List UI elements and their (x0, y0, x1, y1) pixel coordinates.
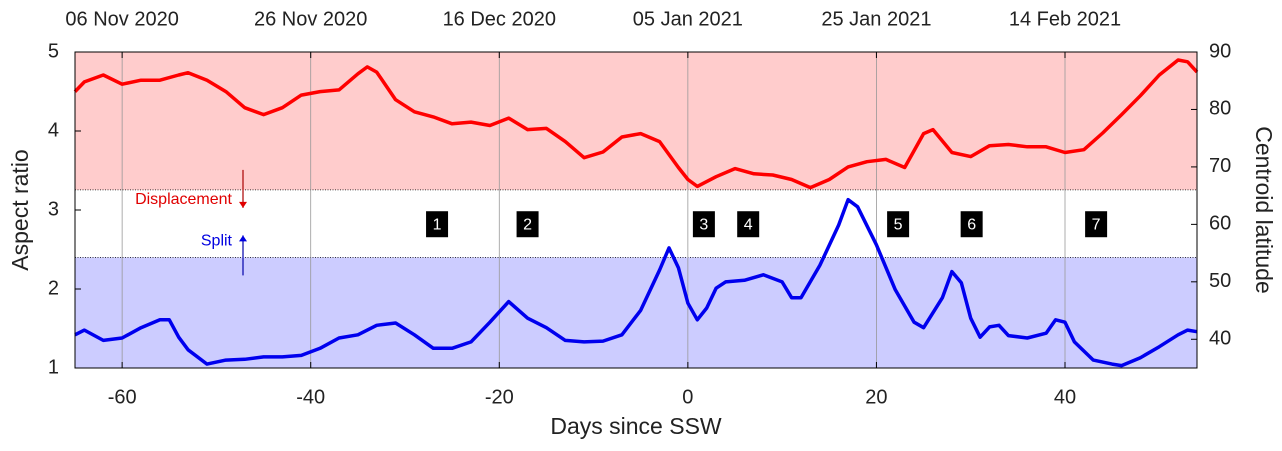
region (75, 257, 1197, 368)
y-axis-label: Aspect ratio (7, 149, 33, 270)
event-box (960, 211, 983, 238)
event-box (516, 211, 539, 238)
event-box (1085, 211, 1108, 238)
series-line (73, 58, 1199, 190)
x-tick-label: -60 (108, 386, 137, 408)
x2-tick-label: 14 Feb 2021 (1009, 8, 1121, 30)
x-tick-label: -40 (296, 386, 325, 408)
event-label: 6 (967, 216, 976, 233)
y-tick-label: 4 (48, 119, 59, 141)
arrow-head (239, 201, 247, 208)
event-label: 4 (744, 216, 753, 233)
x-tick-label: -20 (485, 386, 514, 408)
y2-tick-label: 80 (1209, 98, 1231, 120)
y-tick-label: 1 (48, 356, 59, 378)
y-tick-label: 5 (48, 40, 59, 62)
event-box (737, 211, 760, 238)
x2-tick-label: 05 Jan 2021 (633, 8, 743, 30)
x-axis-label: Days since SSW (550, 413, 722, 439)
event-box (887, 211, 910, 238)
x2-tick-label: 26 Nov 2020 (254, 8, 367, 30)
series-line (74, 197, 1198, 368)
y2-tick-label: 50 (1209, 270, 1231, 292)
x-tick-label: 40 (1054, 386, 1076, 408)
region-label: Displacement (135, 191, 232, 208)
y-tick-label: 2 (48, 277, 59, 299)
x2-tick-label: 06 Nov 2020 (65, 8, 178, 30)
event-label: 2 (523, 216, 532, 233)
x-tick-label: 0 (682, 386, 693, 408)
event-label: 7 (1092, 216, 1101, 233)
y2-tick-label: 90 (1209, 40, 1231, 62)
arrow-head (239, 235, 247, 242)
event-label: 5 (894, 216, 903, 233)
y-tick-label: 3 (48, 198, 59, 220)
region (75, 52, 1197, 190)
y2-tick-label: 40 (1209, 328, 1231, 350)
event-label: 3 (699, 216, 708, 233)
y2-tick-label: 60 (1209, 213, 1231, 235)
x2-tick-label: 25 Jan 2021 (821, 8, 931, 30)
event-box (426, 211, 449, 238)
y2-axis-label: Centroid latitude (1251, 126, 1277, 294)
plot-frame (74, 51, 1198, 369)
region-label: Split (201, 233, 233, 250)
x-tick-label: 20 (865, 386, 887, 408)
event-label: 1 (433, 216, 442, 233)
x2-tick-label: 16 Dec 2020 (443, 8, 556, 30)
y2-tick-label: 70 (1209, 155, 1231, 177)
event-box (692, 211, 715, 238)
